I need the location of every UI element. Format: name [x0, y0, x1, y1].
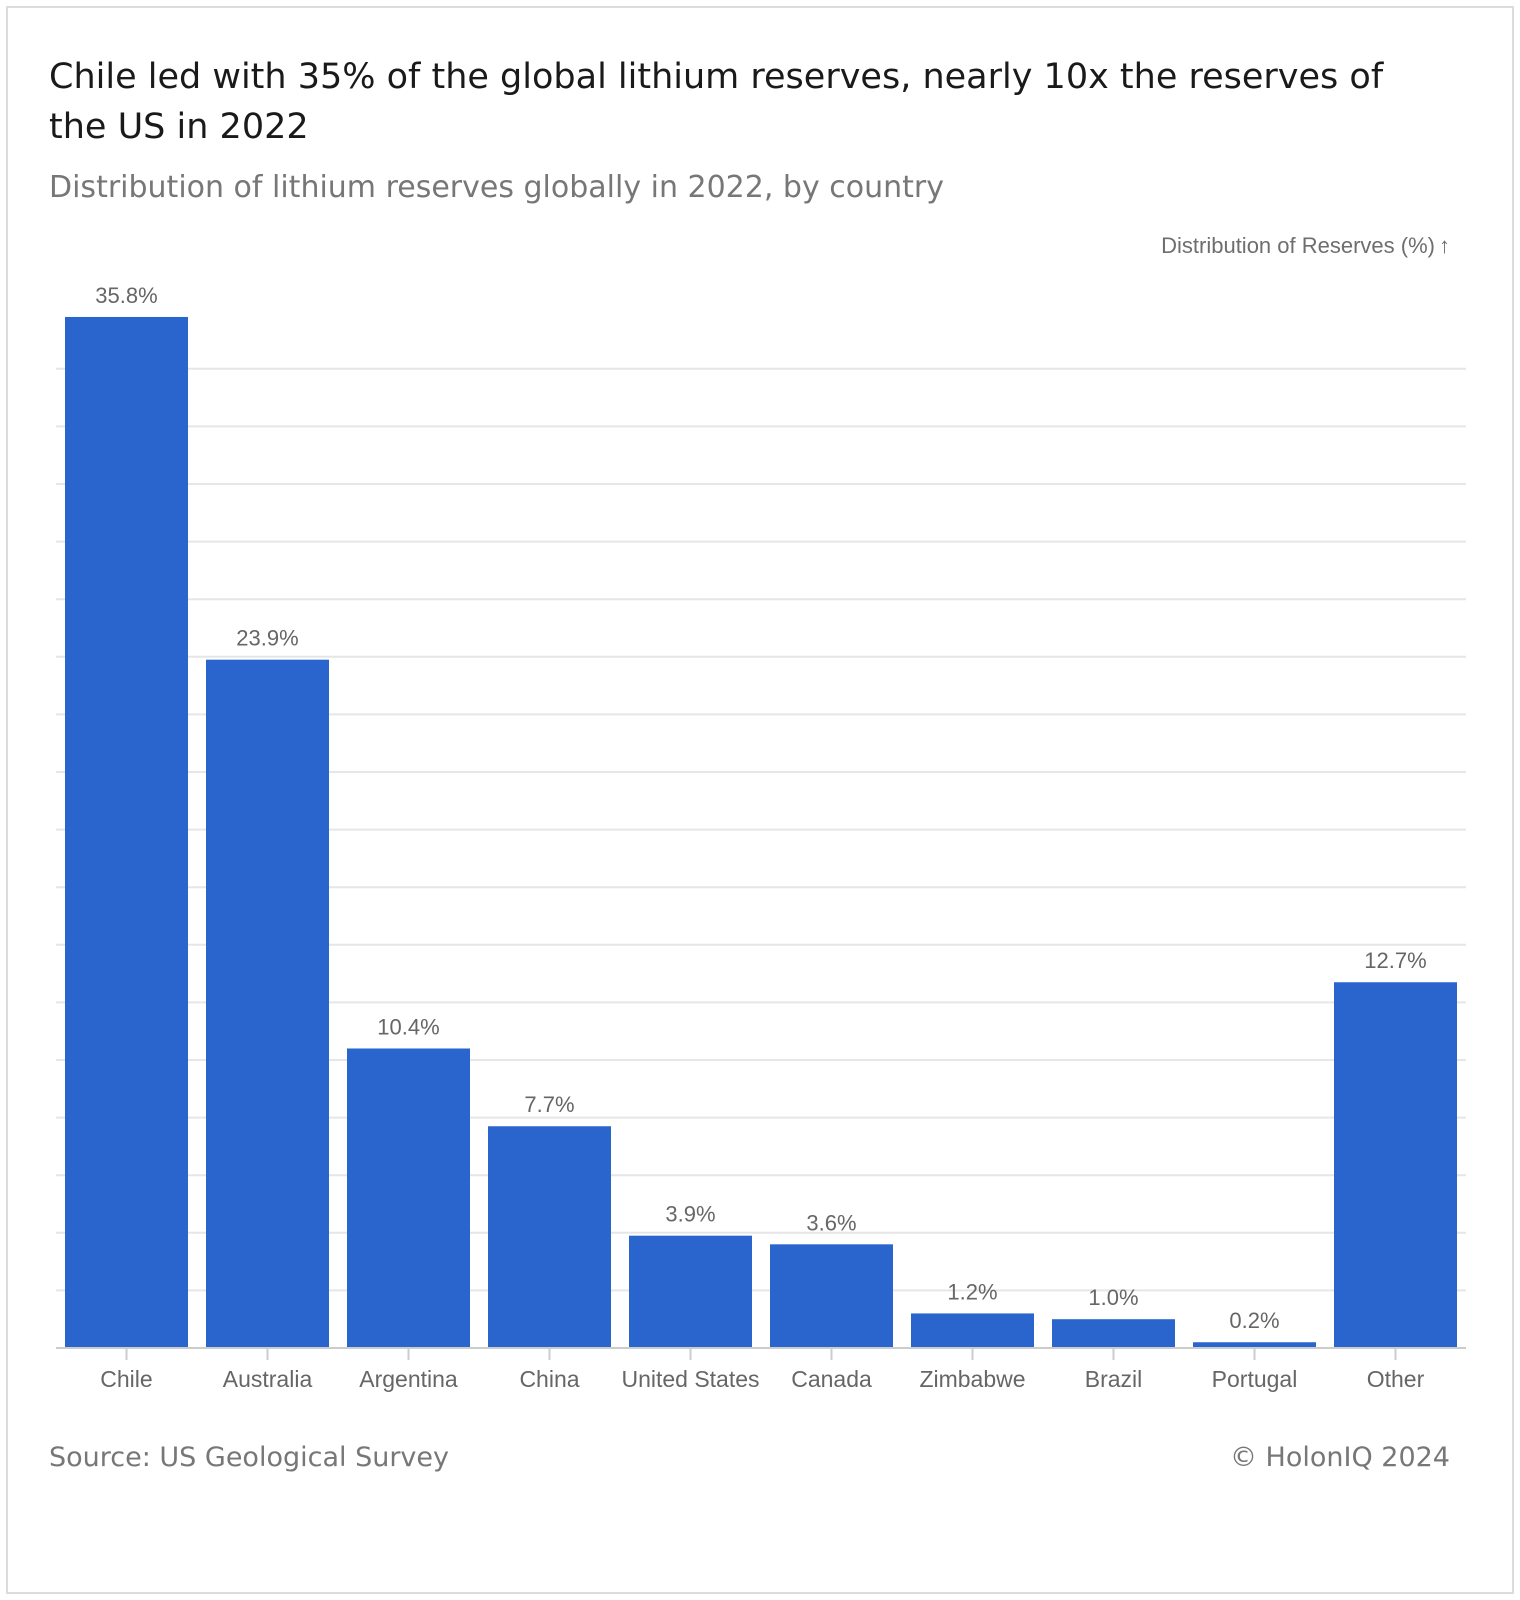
bar-canada: [770, 1244, 893, 1348]
bar-chart: 35.8% Chile 23.9% Australia 10.4% Argentina 7.…: [56, 283, 1466, 1392]
chart-subtitle: Distribution of lithium reserves globall…: [49, 170, 944, 205]
data-label: 10.4%: [377, 1014, 439, 1039]
x-tick-label: United States: [621, 1366, 759, 1392]
data-label: 12.7%: [1364, 948, 1426, 973]
bar-australia: [206, 659, 329, 1348]
bar-zimbabwe: [911, 1313, 1034, 1348]
bar-united-states: [629, 1235, 752, 1348]
bar-brazil: [1052, 1319, 1175, 1348]
x-tick-label: Argentina: [359, 1366, 458, 1392]
chart-title: Chile led with 35% of the global lithium…: [49, 57, 1384, 147]
x-tick-label: Zimbabwe: [919, 1366, 1025, 1392]
data-label: 23.9%: [236, 626, 298, 651]
bar-other: [1334, 982, 1457, 1348]
up-arrow-icon: ↑: [1439, 233, 1450, 258]
y-axis-title-text: Distribution of Reserves (%): [1161, 233, 1435, 258]
data-label: 3.9%: [665, 1202, 715, 1227]
data-label: 0.2%: [1229, 1308, 1279, 1333]
bar-argentina: [347, 1048, 470, 1348]
bar-china: [488, 1126, 611, 1348]
x-tick-label: China: [519, 1366, 579, 1392]
source-note: Source: US Geological Survey: [49, 1442, 450, 1473]
data-label: 1.2%: [947, 1279, 997, 1304]
data-label: 7.7%: [524, 1092, 574, 1117]
copyright-note: © HolonIQ 2024: [1229, 1442, 1450, 1473]
x-tick-label: Brazil: [1085, 1366, 1143, 1392]
data-label: 35.8%: [95, 283, 157, 308]
x-tick-label: Chile: [100, 1366, 152, 1392]
x-tick-label: Australia: [223, 1366, 313, 1392]
data-label: 3.6%: [806, 1210, 856, 1235]
x-tick-label: Canada: [791, 1366, 872, 1392]
y-axis-title: Distribution of Reserves (%) ↑: [1161, 233, 1450, 259]
bar-chile: [65, 316, 188, 1349]
x-tick-label: Other: [1367, 1366, 1425, 1392]
bar-portugal: [1193, 1342, 1316, 1348]
x-tick-label: Portugal: [1212, 1366, 1298, 1392]
data-label: 1.0%: [1088, 1285, 1138, 1310]
